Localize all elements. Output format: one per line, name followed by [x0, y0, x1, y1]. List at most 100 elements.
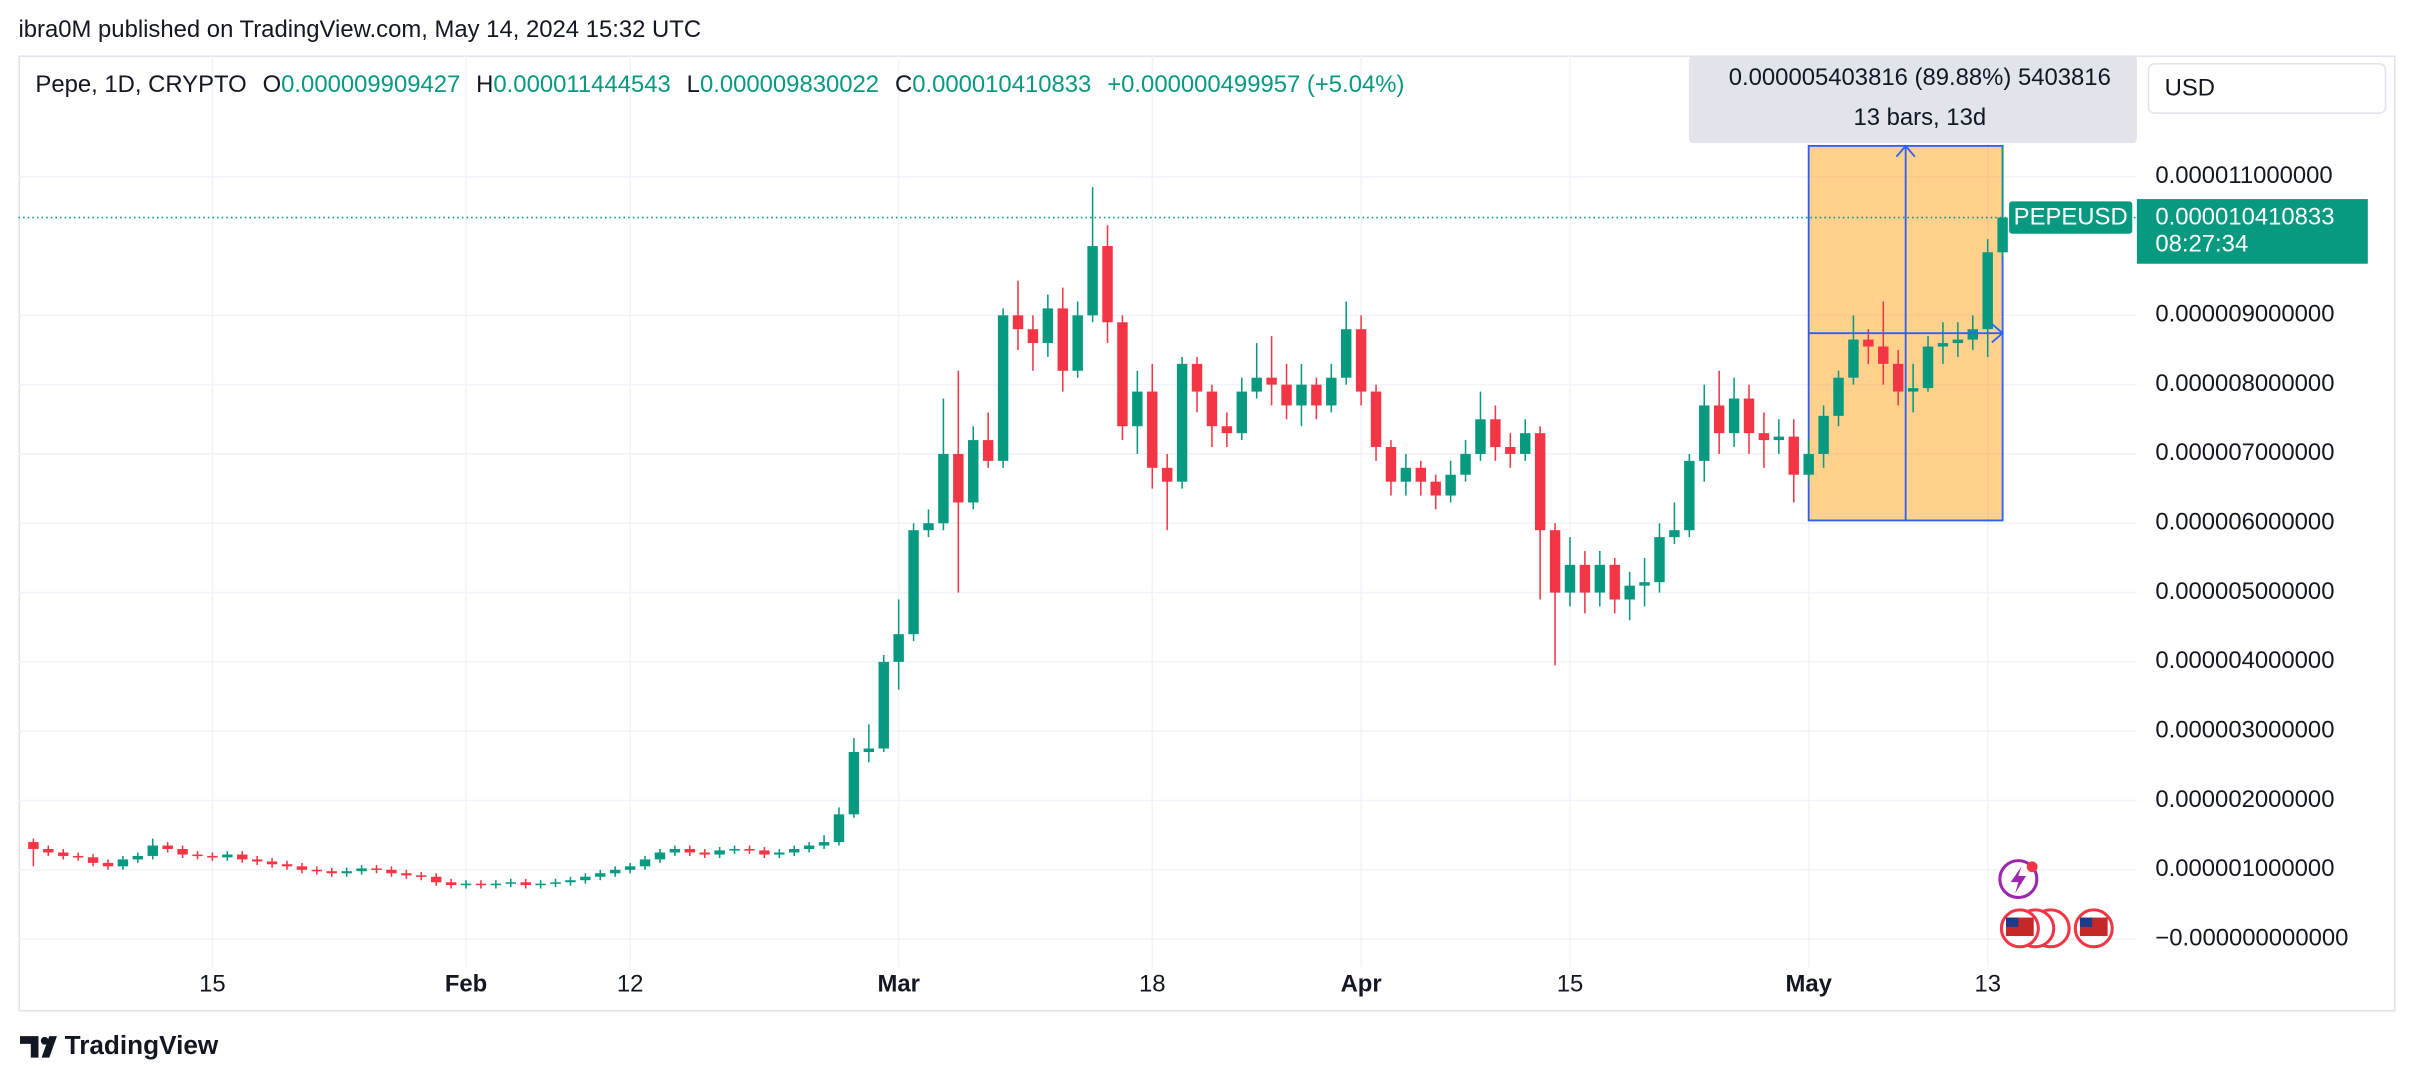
- candle-body: [1684, 460, 1695, 531]
- x-tick-label: 18: [1139, 971, 1166, 998]
- candle-body: [266, 861, 278, 865]
- candle-body: [968, 440, 979, 503]
- candle-body: [1236, 391, 1248, 434]
- candle-body: [550, 882, 561, 884]
- candle-body: [371, 868, 382, 870]
- candle-body: [222, 854, 233, 858]
- candle-body: [505, 882, 517, 884]
- x-tick-label: 12: [617, 971, 644, 998]
- currency-box[interactable]: [2147, 63, 2387, 114]
- candle-body: [296, 866, 308, 870]
- candle-body: [818, 842, 830, 846]
- candle-body: [1549, 530, 1561, 593]
- candle-body: [1505, 447, 1516, 454]
- candle-body: [1982, 252, 1993, 330]
- candle-body: [774, 852, 785, 855]
- candle-body: [1266, 377, 1277, 385]
- candle-body: [1773, 436, 1785, 441]
- candle-body: [87, 857, 99, 863]
- candle-body: [237, 854, 248, 860]
- candle-body: [430, 876, 442, 883]
- candle-body: [565, 880, 576, 883]
- candle-body: [1937, 343, 1949, 347]
- candle-body: [1967, 329, 1979, 340]
- event-dot: [2026, 861, 2038, 873]
- y-tick-label: 0.000008000000: [2155, 370, 2334, 397]
- candle-body: [1191, 363, 1203, 392]
- candle-body: [714, 850, 725, 855]
- candle-body: [848, 751, 860, 815]
- candle-body: [1922, 346, 1934, 389]
- candle-body: [1534, 433, 1546, 531]
- candle-body: [1878, 346, 1889, 364]
- candle-body: [1042, 308, 1054, 344]
- candle-body: [1415, 467, 1427, 482]
- y-tick-label: 0.000005000000: [2155, 578, 2334, 605]
- candle-body: [609, 869, 621, 874]
- symbol-tag-label: PEPEUSD: [2014, 204, 2128, 231]
- candle-body: [580, 876, 591, 881]
- close-label: C: [895, 72, 912, 99]
- candle-body: [1355, 329, 1367, 392]
- candle-body: [43, 849, 54, 853]
- candle-body: [1594, 564, 1606, 593]
- candle-body: [520, 882, 531, 886]
- candles: [28, 145, 2008, 889]
- candle-body: [341, 871, 352, 874]
- candle-body: [1296, 384, 1307, 406]
- low-value: 0.000009830022: [700, 72, 879, 99]
- candle-body: [147, 845, 158, 856]
- x-tick-label: Mar: [877, 971, 919, 998]
- candle-body: [923, 523, 934, 531]
- candle-body: [1057, 308, 1068, 371]
- x-tick-label: Apr: [1341, 971, 1382, 998]
- change-value: +0.000000499957 (+5.04%): [1107, 72, 1404, 99]
- candle-body: [833, 814, 845, 843]
- candle-body: [1206, 391, 1218, 427]
- candle-body: [460, 883, 472, 886]
- candle-body: [401, 873, 412, 876]
- price-tag: [2136, 199, 2368, 264]
- candle-body: [1117, 322, 1128, 427]
- candle-body: [1818, 415, 1829, 454]
- brand-name: TradingView: [65, 1030, 219, 1060]
- candle-body: [938, 453, 949, 524]
- candle-body: [1370, 391, 1382, 448]
- y-tick-label: 0.000009000000: [2155, 301, 2334, 328]
- candle-body: [1654, 537, 1665, 583]
- brand-logo-dot: [40, 1036, 49, 1045]
- candle-body: [1579, 564, 1591, 593]
- x-tick-label: Feb: [445, 971, 487, 998]
- measure-tooltip: [1688, 55, 2137, 144]
- candle-body: [1221, 426, 1233, 434]
- candle-body: [1803, 453, 1814, 475]
- candle-body: [863, 748, 875, 752]
- currency[interactable]: USD: [2165, 75, 2215, 102]
- low-label: L: [687, 72, 700, 99]
- y-tick-label: 0.000003000000: [2155, 716, 2334, 743]
- candle-body: [654, 852, 666, 860]
- candle-body: [953, 453, 964, 503]
- byline: ibra0M published on TradingView.com, May…: [18, 16, 701, 43]
- candle-body: [207, 855, 218, 858]
- candle-body: [1997, 217, 2008, 253]
- candle-body: [893, 634, 904, 662]
- candle-body: [1326, 377, 1337, 406]
- candle-body: [1027, 329, 1039, 344]
- candle-body: [624, 866, 636, 870]
- candle-body: [1087, 246, 1098, 316]
- open-label: O: [263, 72, 282, 99]
- candle-body: [1833, 377, 1844, 416]
- y-tick-label: 0.000007000000: [2155, 439, 2334, 466]
- y-tick-label: 0.000006000000: [2155, 509, 2334, 536]
- candle-body: [684, 849, 696, 853]
- candle-body: [669, 849, 681, 853]
- candle-body: [535, 883, 546, 886]
- candle-body: [1669, 530, 1680, 538]
- candle-body: [803, 845, 815, 850]
- candle-body: [1281, 384, 1292, 406]
- candle-body: [1490, 419, 1501, 448]
- x-tick-label: 15: [1557, 971, 1584, 998]
- candle-body: [1892, 363, 1904, 392]
